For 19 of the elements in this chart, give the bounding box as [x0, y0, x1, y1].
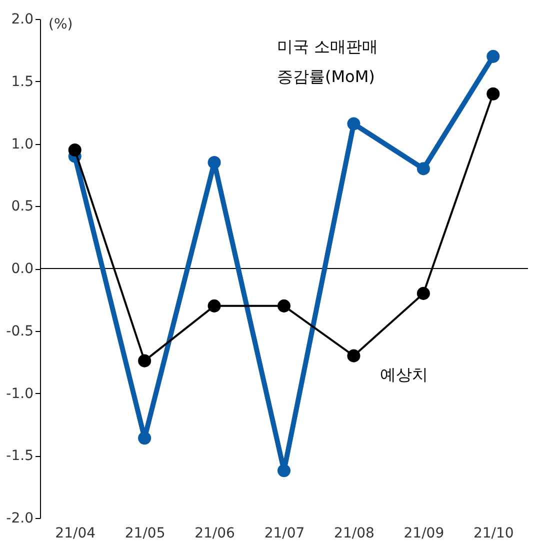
y-tick-label: -1.0: [6, 386, 34, 402]
y-tick-label: 1.0: [11, 136, 34, 152]
text: 미국 소매판매 증감률(MoM): [277, 37, 378, 86]
series-label: 예상치: [380, 365, 428, 384]
x-tick-label: 21/09: [404, 526, 444, 542]
x-tick-label: 21/08: [334, 526, 374, 542]
x-tick-label: 21/04: [55, 526, 96, 542]
y-tick-label: 0.5: [11, 198, 34, 215]
y-tick-label: 2.0: [11, 12, 34, 28]
x-tick-label: 21/05: [124, 526, 166, 542]
y-tick-label: -2.0: [6, 510, 34, 526]
x-tick-label: 21/06: [194, 526, 236, 542]
y-axis-title: (%): [48, 16, 73, 32]
y-tick-label: -0.5: [6, 323, 34, 340]
y-tick-label: 1.5: [11, 74, 34, 90]
x-tick-label: 21/07: [264, 526, 305, 542]
x-tick-label: 21/10: [473, 526, 514, 542]
y-tick-label: -1.5: [6, 448, 34, 464]
y-tick-label: 0.0: [11, 261, 34, 277]
